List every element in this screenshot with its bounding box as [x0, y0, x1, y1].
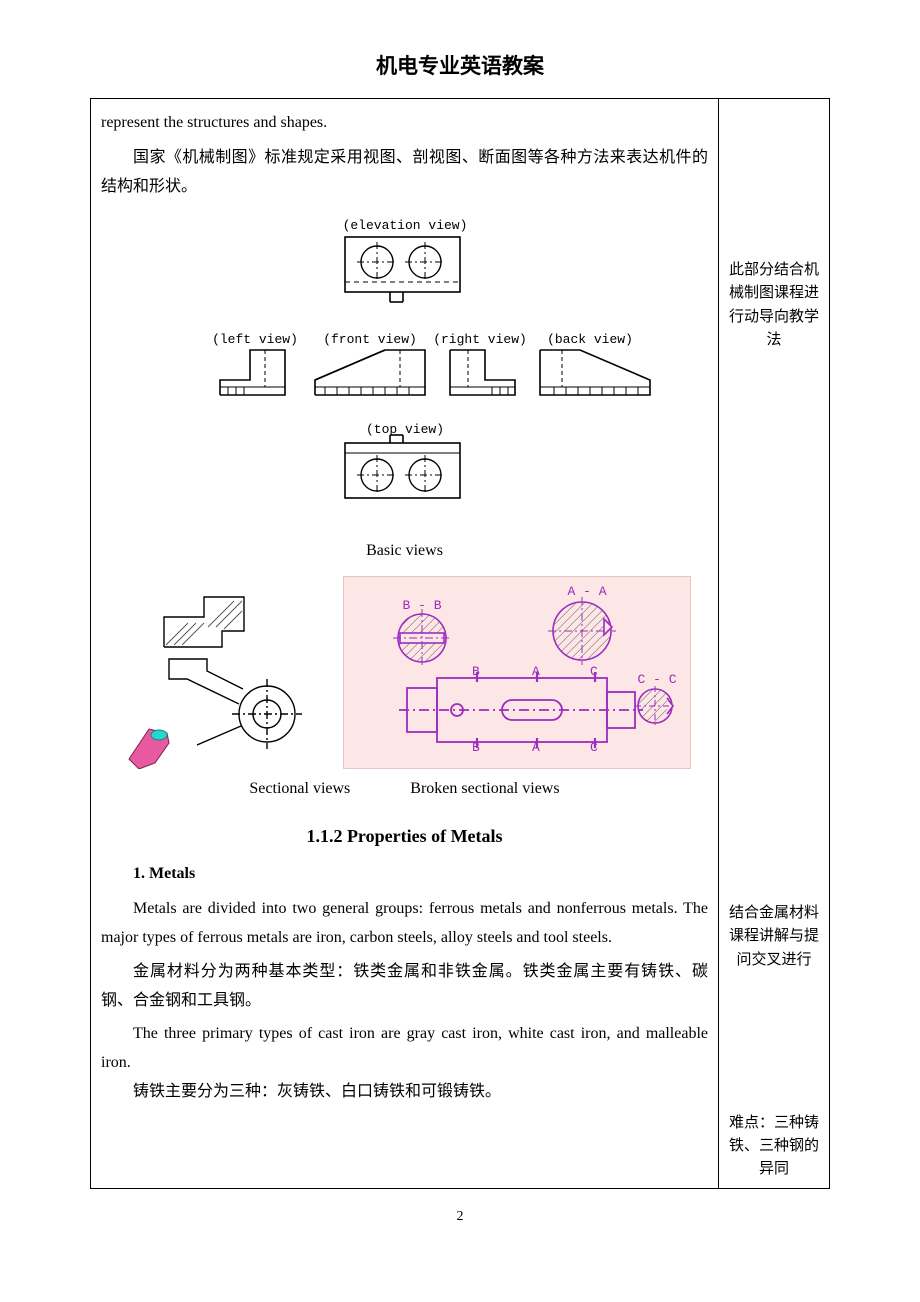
broken-sectional-svg: A - A B - B [352, 583, 682, 751]
label-left: (left view) [212, 332, 298, 347]
paragraph-en-metals-1: Metals are divided into two general grou… [101, 895, 708, 953]
label-back: (back view) [547, 332, 633, 347]
paragraph-en-1: represent the structures and shapes. [101, 109, 708, 138]
main-column: represent the structures and shapes. 国家《… [91, 99, 719, 1188]
label-a-bot: A [532, 740, 540, 751]
subheading-metals: 1. Metals [101, 860, 708, 889]
broken-sectional-box: A - A B - B [343, 576, 691, 769]
figure-basic-views: (elevation view) (left view) [101, 215, 708, 566]
spacer [725, 988, 823, 1108]
paragraph-zh-metals-1: 金属材料分为两种基本类型：铁类金属和非铁金属。铁类金属主要有铸铁、碳钢、合金钢和… [101, 958, 708, 1016]
heading-1-1-2: 1.1.2 Properties of Metals [101, 820, 708, 852]
side-note-1: 此部分结合机械制图课程进行动导向教学法 [725, 259, 823, 352]
caption-basic-views: Basic views [101, 537, 708, 566]
label-a-top: A [532, 664, 540, 679]
basic-views-svg: (elevation view) (left view) [150, 215, 660, 520]
paragraph-zh-1: 国家《机械制图》标准规定采用视图、剖视图、断面图等各种方法来表达机件的结构和形状… [101, 144, 708, 202]
paragraph-zh-metals-2: 铸铁主要分为三种：灰铸铁、白口铸铁和可锻铸铁。 [101, 1078, 708, 1107]
label-b-top: B [472, 664, 480, 679]
paragraph-en-metals-2: The three primary types of cast iron are… [101, 1020, 708, 1078]
page-frame: represent the structures and shapes. 国家《… [90, 98, 830, 1189]
label-cc: C - C [637, 672, 676, 687]
side-note-2: 结合金属材料课程讲解与提问交叉进行 [725, 902, 823, 972]
side-column: 此部分结合机械制图课程进行动导向教学法 结合金属材料课程讲解与提问交叉进行 难点… [719, 99, 829, 1188]
caption-row-sectional: Sectional views Broken sectional views [101, 775, 708, 804]
label-elevation: (elevation view) [342, 218, 467, 233]
label-c-bot: C [590, 740, 598, 751]
sectional-views-svg [119, 589, 329, 769]
caption-sectional: Sectional views [249, 775, 350, 804]
label-b-bot: B [472, 740, 480, 751]
label-aa: A - A [567, 584, 606, 599]
figure-sectional-row: A - A B - B [101, 576, 708, 769]
page-number: 2 [90, 1209, 830, 1225]
caption-broken-sectional: Broken sectional views [410, 775, 559, 804]
label-c-top: C [590, 664, 598, 679]
label-front: (front view) [323, 332, 417, 347]
spacer [725, 368, 823, 898]
spacer [725, 105, 823, 255]
label-top: (top view) [365, 422, 443, 437]
document-title: 机电专业英语教案 [90, 50, 830, 80]
side-note-3: 难点：三种铸铁、三种钢的异同 [725, 1112, 823, 1182]
label-right: (right view) [433, 332, 527, 347]
